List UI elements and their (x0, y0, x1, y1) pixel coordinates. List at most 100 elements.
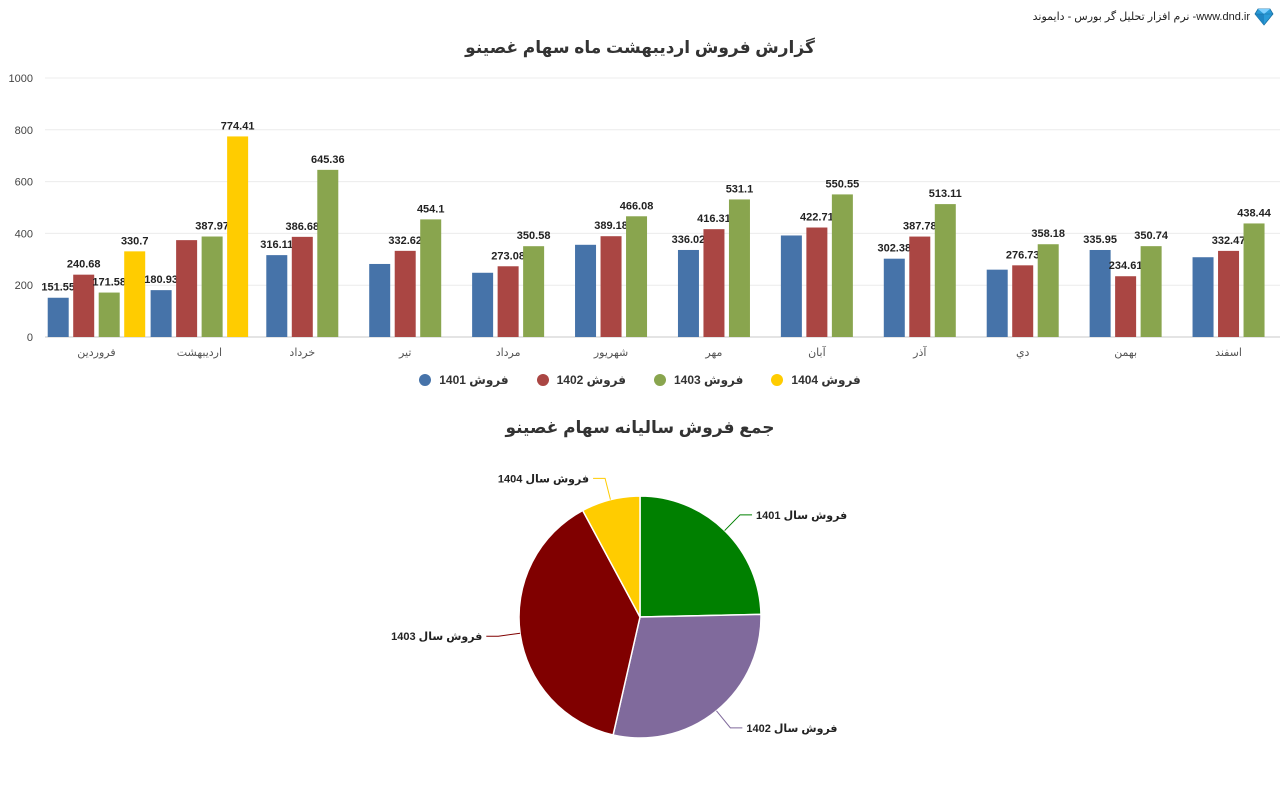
legend-marker (771, 374, 784, 386)
bar-data-label: 273.08 (491, 250, 525, 262)
bar-data-label: 335.95 (1083, 234, 1117, 246)
bar (317, 169, 339, 337)
bar (472, 272, 494, 337)
legend-marker (419, 374, 432, 386)
bar (98, 292, 120, 337)
bar (703, 229, 725, 337)
bar (497, 266, 519, 337)
pie-leader-line (716, 710, 743, 729)
x-tick-label: دي (1016, 347, 1030, 359)
bar-data-label: 531.1 (726, 183, 754, 195)
pie-slice-label: فروش سال 1402 (746, 723, 837, 735)
legend-item[interactable]: فروش 1402 (536, 373, 626, 387)
bar-chart-legend: فروش 1401 فروش 1402 فروش 1403 فروش 1404 (0, 373, 1280, 387)
pie-chart-title: جمع فروش سالیانه سهام غصینو (505, 418, 775, 437)
legend-marker (654, 374, 666, 386)
brand-text: نرم افزار تحلیل گر بورس - دایموند -www.d… (1032, 10, 1250, 23)
x-tick-label: شهریور (593, 347, 628, 359)
legend-item[interactable]: فروش 1401 (419, 373, 509, 387)
bar-data-label: 774.41 (221, 120, 255, 132)
pie-leader-line (724, 514, 753, 531)
pie-leader-line (593, 477, 611, 500)
bar-data-label: 332.47 (1212, 235, 1246, 247)
bar (523, 246, 545, 337)
bar-data-label: 454.1 (417, 203, 445, 215)
bar-data-label: 234.61 (1109, 260, 1143, 272)
x-tick-label: مرداد (496, 347, 521, 359)
bar (1140, 246, 1162, 337)
bar (1089, 249, 1111, 337)
bar (780, 235, 802, 337)
y-tick-label: 0 (27, 332, 33, 344)
legend-label: فروش 1403 (674, 373, 744, 387)
bar (266, 255, 288, 337)
pie-slice-label: فروش سال 1403 (391, 631, 482, 643)
bar (420, 219, 442, 337)
bar-data-label: 302.38 (877, 243, 911, 255)
pie-leader-line (486, 632, 521, 637)
bar-data-label: 513.11 (929, 188, 962, 200)
bar (1037, 244, 1059, 337)
y-tick-label: 400 (15, 228, 33, 240)
bar (883, 258, 905, 337)
y-tick-label: 200 (15, 280, 33, 292)
bar (227, 136, 249, 337)
bar-data-label: 316.11 (260, 239, 293, 251)
legend-label: فروش 1402 (556, 373, 626, 387)
legend-label: فروش 1401 (439, 373, 509, 387)
x-tick-label: مهر (704, 347, 722, 359)
x-tick-label: آذر (912, 345, 927, 359)
x-tick-label: فروردین (77, 347, 115, 359)
bar (934, 204, 956, 337)
y-tick-label: 800 (15, 125, 33, 137)
bar (124, 251, 146, 337)
bar-data-label: 550.55 (826, 178, 860, 190)
y-tick-label: 600 (15, 177, 33, 189)
legend-item[interactable]: فروش 1403 (654, 373, 743, 387)
bar (369, 263, 391, 337)
y-tick-label: 1000 (9, 73, 33, 85)
bar-data-label: 336.02 (672, 234, 706, 246)
x-tick-label: تیر (398, 347, 411, 359)
diamond-icon (1254, 8, 1274, 26)
bar (986, 269, 1008, 337)
pie-slice (639, 495, 762, 618)
bar-data-label: 438.44 (1237, 207, 1272, 219)
legend-label: فروش 1404 (791, 373, 861, 387)
bar-data-label: 151.55 (41, 282, 75, 294)
bar (1012, 265, 1034, 337)
bar-chart-title: گزارش فروش اردیبهشت ماه سهام غصینو (465, 38, 815, 57)
pie-slice (518, 509, 641, 736)
bar (1243, 223, 1265, 337)
bar-data-label: 466.08 (620, 200, 654, 212)
bar-data-label: 386.68 (285, 221, 319, 233)
x-tick-label: بهمن (1114, 347, 1137, 359)
bar (1192, 257, 1214, 337)
legend-marker (536, 374, 549, 386)
bar-data-label: 358.18 (1031, 228, 1065, 240)
bar (291, 236, 313, 337)
bar (394, 250, 416, 337)
bar (1115, 276, 1137, 337)
x-tick-label: آبان (808, 345, 826, 359)
x-tick-label: خرداد (289, 347, 315, 359)
pie-slice (581, 495, 641, 618)
bar (201, 236, 223, 337)
pie-slice-label: فروش سال 1404 (498, 473, 589, 485)
bar-data-label: 180.93 (144, 274, 178, 286)
pie-slice (612, 613, 762, 739)
bar-data-label: 330.7 (121, 235, 149, 247)
legend-item[interactable]: فروش 1404 (771, 373, 861, 387)
bar-data-label: 387.97 (195, 221, 229, 233)
bar-data-label: 171.58 (92, 277, 126, 289)
bar-data-label: 645.36 (311, 154, 345, 166)
bar-data-label: 332.62 (388, 235, 422, 247)
bar (575, 244, 597, 337)
bar (806, 227, 828, 337)
x-tick-label: اسفند (1215, 347, 1242, 359)
bar (150, 290, 172, 337)
bar (626, 216, 648, 337)
bar-data-label: 276.73 (1006, 249, 1040, 261)
bar (728, 199, 750, 337)
